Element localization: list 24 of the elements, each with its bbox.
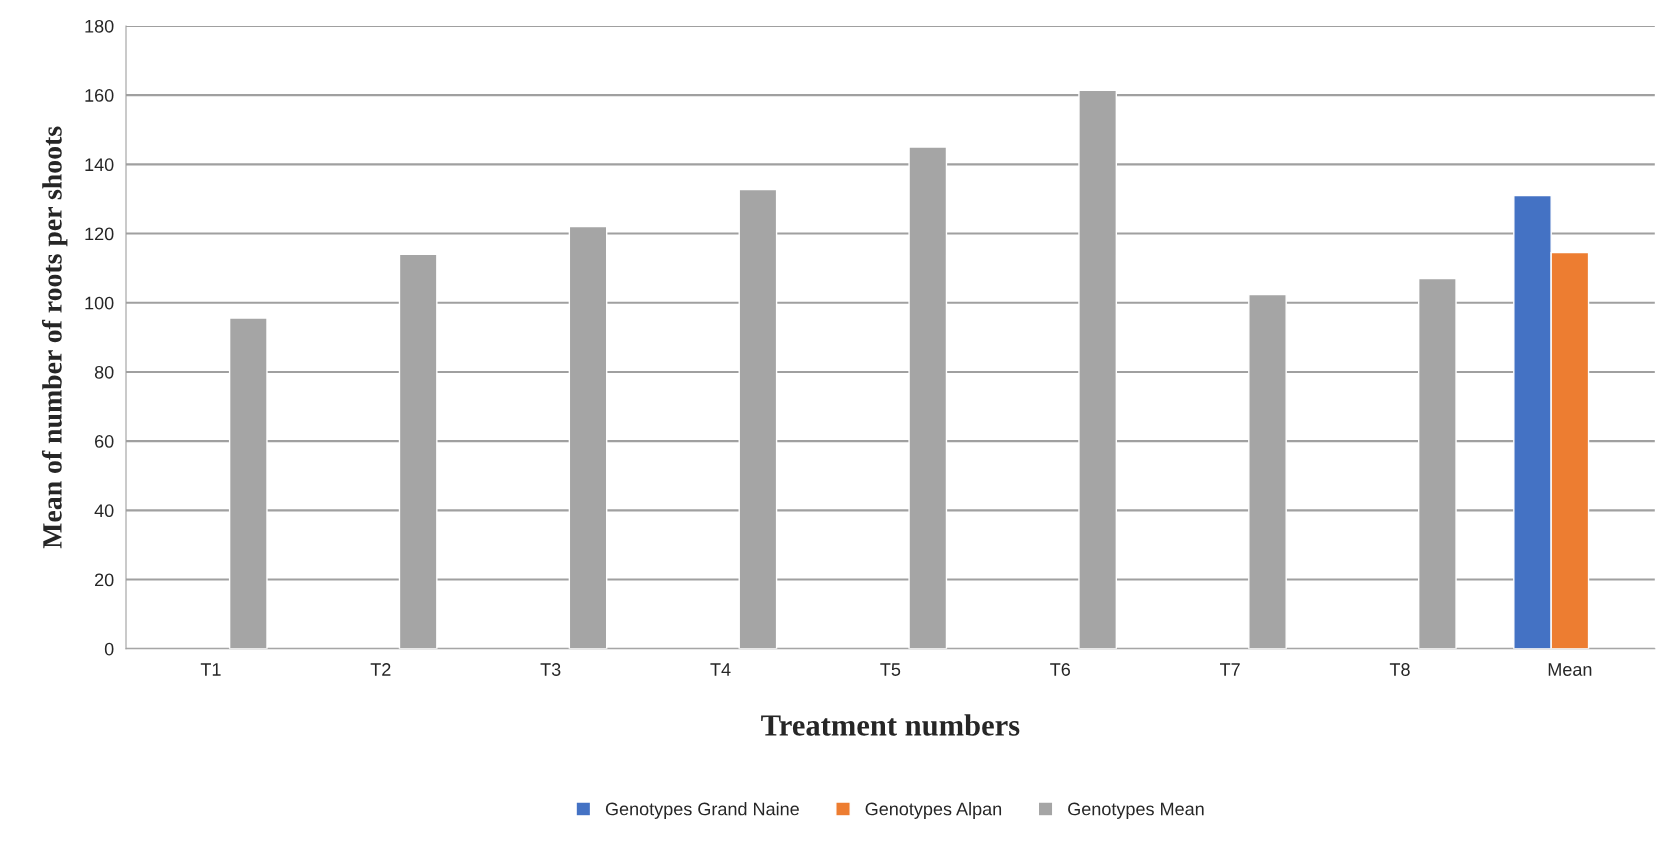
- y-tick-label: 60: [95, 435, 114, 448]
- y-tick-label: 180: [85, 19, 114, 33]
- x-tick-label: T6: [1050, 663, 1071, 676]
- legend-label: Genotypes Grand Naine: [605, 802, 799, 819]
- x-tick-label: T3: [540, 663, 561, 676]
- y-tick-label: 160: [85, 89, 114, 102]
- legend-label: Genotypes Mean: [1068, 802, 1204, 819]
- x-tick-label: Mean: [1548, 663, 1592, 676]
- y-tick-label: 140: [85, 158, 114, 172]
- x-tick-label: T4: [710, 663, 731, 676]
- y-axis-title: Mean of number of roots per shoots: [41, 126, 68, 549]
- y-tick-label: 80: [94, 365, 114, 379]
- x-tick-label: T8: [1389, 663, 1410, 676]
- y-tick-label: 20: [95, 573, 114, 587]
- y-tick-label: 40: [94, 504, 114, 518]
- x-axis-title: Treatment numbers: [761, 714, 1020, 736]
- legend-label: Genotypes Alpan: [865, 802, 1002, 819]
- x-tick-label: T5: [880, 663, 901, 676]
- x-tick-label: T7: [1220, 663, 1240, 676]
- y-tick-label: 0: [104, 642, 114, 656]
- x-tick-label: T2: [370, 663, 391, 676]
- y-tick-label: 120: [85, 227, 114, 241]
- y-tick-label: 100: [85, 296, 114, 310]
- x-tick-label: T1: [200, 663, 221, 676]
